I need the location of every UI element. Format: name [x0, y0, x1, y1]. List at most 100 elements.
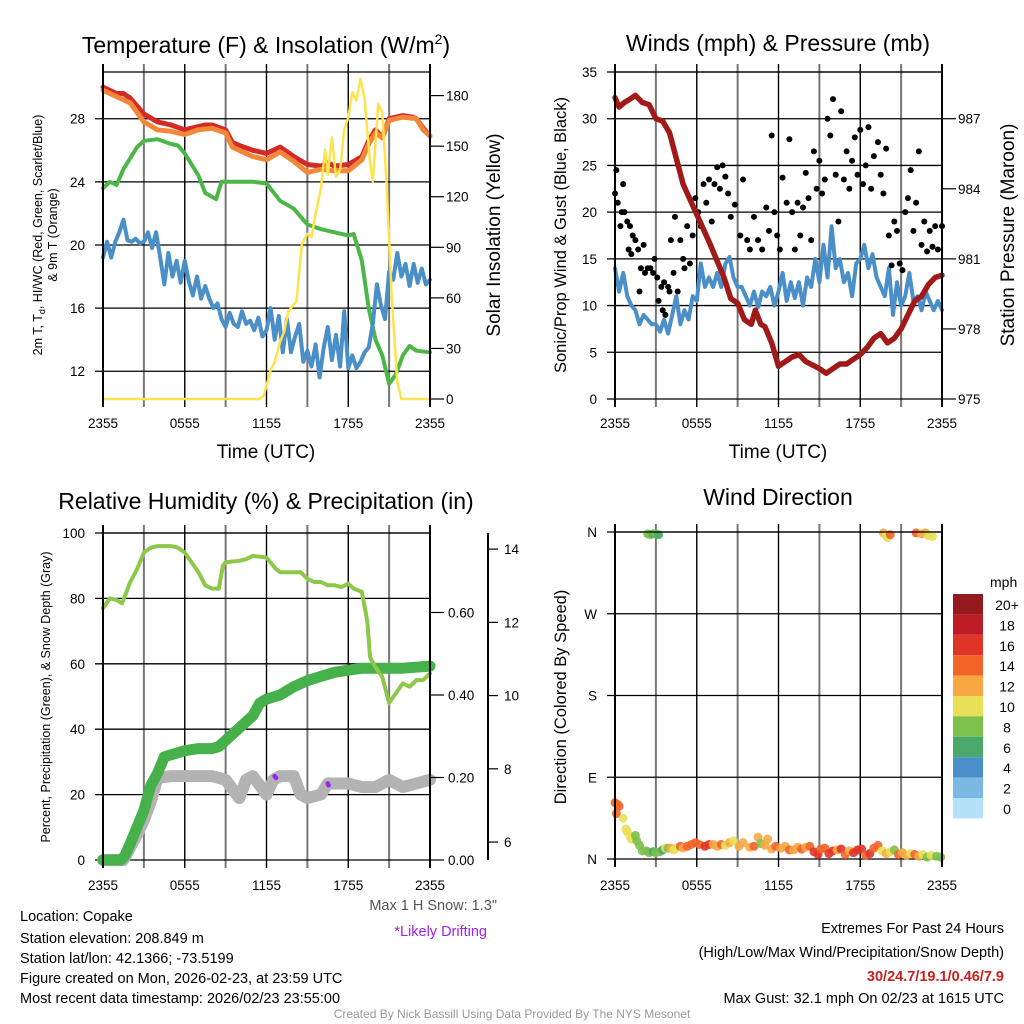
- y2-tick-label: 90: [446, 240, 461, 255]
- gust-point: [658, 283, 665, 290]
- direction-point: [749, 841, 759, 851]
- snow-tick-label: 10: [504, 689, 519, 704]
- snow-tick-label: 12: [504, 615, 519, 630]
- gust-point: [703, 199, 710, 206]
- max-gust-text: Max Gust: 32.1 mph On 02/23 at 1615 UTC: [724, 991, 1004, 1007]
- y-tick-label: 28: [70, 112, 85, 127]
- gust-point: [625, 246, 632, 253]
- gust-point: [907, 167, 914, 174]
- gust-point: [677, 237, 684, 244]
- legend-label: 4: [1003, 760, 1011, 776]
- gust-point: [617, 223, 624, 230]
- legend-label: 6: [1003, 740, 1011, 756]
- gust-point: [740, 176, 747, 183]
- gust-point: [779, 174, 786, 181]
- gust-point: [794, 199, 801, 206]
- x-tick-label: 0555: [170, 878, 200, 893]
- y2-tick-label: 984: [958, 182, 981, 197]
- gust-point: [824, 115, 831, 122]
- gust-point: [926, 227, 933, 234]
- y2-tick-label: 975: [958, 392, 981, 407]
- x-tick-label: 0555: [682, 878, 712, 893]
- gust-point: [934, 246, 941, 253]
- x-tick-label: 1755: [845, 416, 875, 431]
- gust-point: [868, 185, 875, 192]
- y2-tick-label: 120: [446, 190, 469, 205]
- gust-point: [614, 199, 621, 206]
- gust-point: [870, 153, 877, 160]
- gust-point: [819, 190, 826, 197]
- humidity-panel: Relative Humidity (%) & Precipitation (i…: [39, 488, 520, 893]
- gust-point: [915, 148, 922, 155]
- gust-point: [727, 213, 734, 220]
- gust-point: [832, 171, 839, 178]
- legend-title: mph: [990, 574, 1017, 590]
- x-tick-label: 1155: [764, 416, 793, 431]
- legend-swatch: [953, 675, 983, 696]
- y2-tick-label: 150: [446, 139, 469, 154]
- gust-point: [680, 255, 687, 262]
- gust-point: [857, 126, 864, 133]
- gust-point: [849, 157, 856, 164]
- gust-point: [846, 185, 853, 192]
- temperature-panel: Temperature (F) & Insolation (W/m2) 12 16…: [31, 31, 505, 463]
- gust-point: [929, 243, 936, 250]
- gust-point: [711, 181, 718, 188]
- x-tick-label: 2355: [88, 878, 118, 893]
- y-tick-label: E: [588, 770, 597, 785]
- gust-point: [624, 218, 631, 225]
- location-text: Location: Copake: [20, 909, 133, 925]
- gust-point: [821, 176, 828, 183]
- gust-point: [667, 237, 674, 244]
- gust-point: [725, 190, 732, 197]
- gust-point: [776, 246, 783, 253]
- legend-label: 12: [999, 679, 1015, 695]
- wind-direction-title: Wind Direction: [703, 484, 853, 510]
- gust-point: [904, 195, 911, 202]
- x-tick-label: 0555: [682, 416, 712, 431]
- gust-point: [885, 232, 892, 239]
- gust-point: [629, 232, 636, 239]
- extremes-values: 30/24.7/19.1/0.46/7.9: [867, 969, 1004, 985]
- x-tick-label: 2355: [415, 878, 445, 893]
- series-td: [101, 137, 432, 386]
- footer: Location: Copake Station elevation: 208.…: [20, 898, 1004, 1021]
- gust-point: [628, 251, 635, 258]
- series-hi-wc: [101, 217, 432, 380]
- legend-swatch: [953, 614, 983, 635]
- gust-point: [854, 171, 861, 178]
- gust-point: [827, 132, 834, 139]
- humidity-ylabel: Percent, Precipitation (Green), & Snow D…: [39, 551, 53, 842]
- y-tick-label: S: [588, 689, 597, 704]
- gust-point: [921, 218, 928, 225]
- gust-point: [674, 288, 681, 295]
- direction-point: [763, 834, 773, 844]
- y-tick-label: 60: [70, 657, 85, 672]
- y2-tick-label: 180: [446, 89, 469, 104]
- gust-point: [665, 283, 672, 290]
- gust-point: [746, 246, 753, 253]
- temperature-title: Temperature (F) & Insolation (W/m2): [82, 31, 450, 58]
- gust-point: [641, 269, 648, 276]
- recent-data-text: Most recent data timestamp: 2026/02/23 2…: [20, 991, 340, 1007]
- y-tick-label: 80: [70, 591, 85, 606]
- gust-point: [636, 288, 643, 295]
- elevation-text: Station elevation: 208.849 m: [20, 931, 204, 947]
- precip-tick-label: 0.40: [448, 688, 474, 703]
- gust-point: [918, 241, 925, 248]
- y2-tick-label: 987: [958, 112, 981, 127]
- y-tick-label: 20: [582, 205, 597, 220]
- gust-point: [722, 173, 729, 180]
- y-tick-label: 0: [77, 853, 85, 868]
- direction-point: [614, 801, 624, 811]
- gust-point: [692, 195, 699, 202]
- gust-point: [810, 148, 817, 155]
- insolation-ylabel: Solar Insolation (Yellow): [484, 133, 505, 336]
- gust-point: [689, 232, 696, 239]
- winds-panel: Winds (mph) & Pressure (mb) 0 5 10 15 20 25 30…: [552, 30, 1019, 463]
- x-tick-label: 1155: [764, 878, 793, 893]
- y-tick-label: N: [587, 852, 597, 867]
- gust-point: [706, 176, 713, 183]
